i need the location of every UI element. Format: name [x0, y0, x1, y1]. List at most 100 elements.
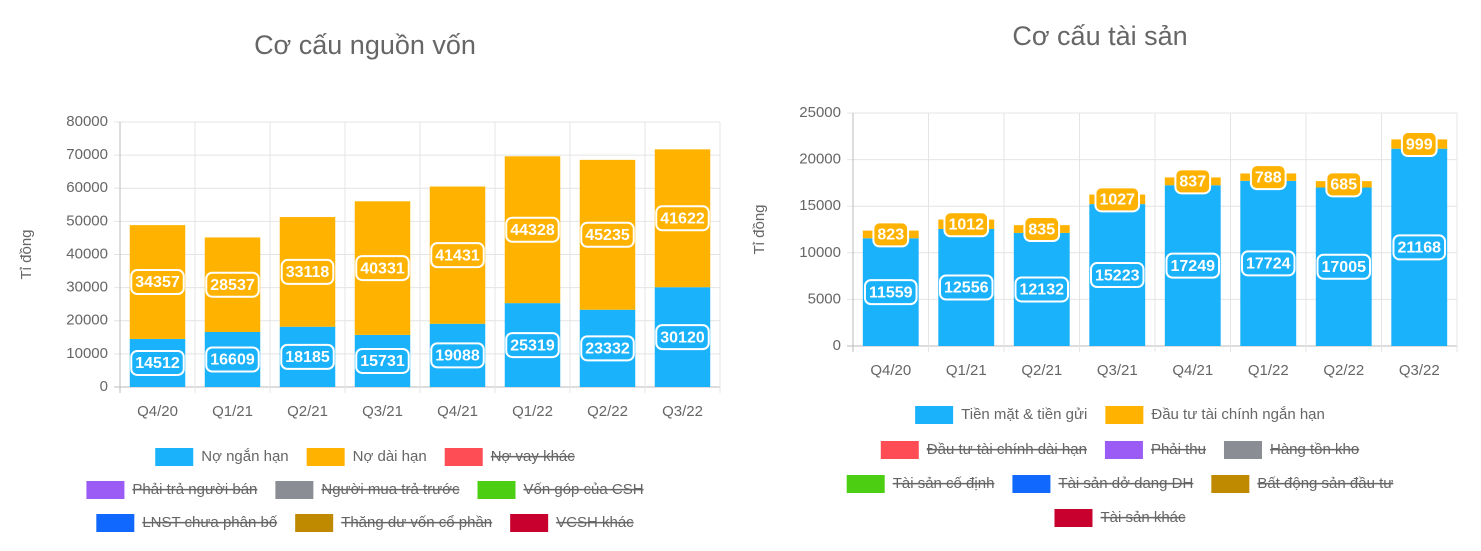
data-label-bg — [130, 349, 185, 376]
data-label-bg — [205, 271, 260, 298]
legend-label[interactable]: LNST chưa phân bố — [142, 514, 278, 531]
legend-swatch — [1054, 509, 1093, 527]
legend-label[interactable]: Thăng dư vốn cổ phần — [341, 514, 492, 531]
legend-swatch — [1104, 441, 1143, 459]
legend-label[interactable]: Phải trả người bán — [132, 481, 257, 498]
legend-swatch — [1211, 475, 1250, 493]
legend-row: Tài sản khác — [1054, 509, 1186, 527]
legend-label[interactable]: Người mua trả trước — [321, 481, 460, 498]
legend-swatch — [1012, 475, 1051, 493]
legend-row: Đầu tư tài chính dài hạn Phải thu Hàng tồn… — [880, 441, 1359, 459]
data-label-bg — [580, 221, 635, 248]
data-label-bg — [505, 216, 560, 243]
legend-label[interactable]: VCSH khác — [556, 514, 634, 531]
y-tick-label: 80000 — [66, 113, 108, 130]
legend-swatch — [275, 481, 314, 499]
data-label-bg — [1090, 262, 1145, 289]
legend-label[interactable]: Nợ vay khác — [491, 448, 576, 465]
data-label-bg — [939, 274, 994, 301]
legend-row: Phải trả người bán Người mua trả trước Vốn… — [86, 481, 644, 499]
legend-row: LNST chưa phân bố Thăng dư vốn cổ phần VCS… — [96, 514, 634, 532]
y-axis-label: Tỉ đồng — [18, 229, 35, 279]
data-label-bg — [1165, 252, 1220, 279]
data-label-bg — [1400, 131, 1438, 158]
data-label-bg — [580, 335, 635, 362]
legend-label[interactable]: Hàng tồn kho — [1270, 441, 1359, 458]
legend-label[interactable]: Tài sản khác — [1100, 509, 1186, 526]
x-tick-label: Q1/21 — [212, 403, 253, 420]
data-label-bg — [1249, 164, 1287, 191]
legend-label[interactable]: Nợ ngắn hạn — [201, 448, 288, 465]
chart-title: Cơ cấu nguồn vốn — [254, 30, 476, 60]
data-label-bg — [872, 221, 910, 248]
data-label-bg — [430, 242, 485, 269]
x-tick-label: Q3/21 — [362, 403, 403, 420]
data-label: 835 — [1028, 221, 1055, 238]
x-tick-label: Q4/21 — [437, 403, 478, 420]
data-label: 40331 — [360, 260, 405, 277]
data-label-bg — [943, 211, 990, 238]
legend-swatch — [96, 514, 135, 532]
data-label: 41431 — [435, 247, 480, 264]
legend-label[interactable]: Đầu tư tài chính dài hạn — [927, 441, 1087, 458]
data-label: 30120 — [660, 329, 705, 346]
data-label: 999 — [1406, 136, 1433, 153]
data-label-bg — [863, 279, 918, 306]
legend-label[interactable]: Nợ dài hạn — [353, 448, 427, 465]
x-tick-label: Q1/22 — [1248, 362, 1289, 379]
data-label-bg — [430, 342, 485, 369]
legend-label[interactable]: Tài sản dở dang DH — [1058, 475, 1193, 492]
chart-title: Cơ cấu tài sản — [1012, 21, 1187, 51]
x-tick-label: Q3/22 — [1399, 362, 1440, 379]
data-label: 25319 — [510, 337, 555, 354]
legend-row: Tiền mặt & tiền gửi Đầu tư tài chính ngắn… — [915, 406, 1325, 424]
data-label: 685 — [1330, 177, 1357, 194]
y-tick-label: 70000 — [66, 146, 108, 163]
legend-label[interactable]: Tiền mặt & tiền gửi — [961, 406, 1087, 423]
legend-swatch — [155, 448, 194, 466]
data-label-bg — [1094, 186, 1141, 213]
x-tick-label: Q4/20 — [870, 362, 911, 379]
y-tick-label: 0 — [833, 337, 841, 354]
data-label-bg — [505, 332, 560, 359]
legend-swatch — [477, 481, 516, 499]
data-label: 17724 — [1246, 256, 1291, 273]
data-label: 11559 — [869, 284, 913, 301]
data-label-bg — [130, 269, 185, 296]
y-tick-label: 30000 — [66, 279, 108, 296]
legend-label[interactable]: Đầu tư tài chính ngắn hạn — [1151, 406, 1325, 423]
data-label-bg — [205, 346, 260, 373]
legend-label[interactable]: Tài sản cố định — [893, 475, 995, 492]
data-label: 23332 — [585, 341, 630, 358]
data-label: 15223 — [1095, 267, 1140, 284]
data-label-bg — [655, 205, 710, 232]
legend-swatch — [846, 475, 885, 493]
data-label: 45235 — [585, 227, 630, 244]
y-tick-label: 60000 — [66, 179, 108, 196]
y-tick-label: 50000 — [66, 212, 108, 229]
data-label: 44328 — [510, 222, 555, 239]
data-label-bg — [280, 258, 335, 285]
data-label: 837 — [1179, 174, 1206, 191]
y-tick-label: 5000 — [808, 290, 841, 307]
data-label: 33118 — [286, 264, 330, 281]
y-axis-label: Tỉ đồng — [751, 204, 768, 254]
legend-row: Nợ ngắn hạn Nợ dài hạn Nợ vay khác — [155, 448, 575, 466]
data-label-bg — [1174, 168, 1212, 195]
data-label: 823 — [877, 227, 904, 244]
legend-label[interactable]: Phải thu — [1151, 441, 1206, 458]
y-tick-label: 20000 — [799, 151, 841, 168]
data-label: 17005 — [1322, 259, 1367, 276]
x-tick-label: Q4/21 — [1172, 362, 1213, 379]
legend-swatch — [444, 448, 483, 466]
data-label: 34357 — [135, 274, 180, 291]
legend-swatch — [1223, 441, 1262, 459]
legend-label[interactable]: Vốn góp của CSH — [524, 481, 644, 498]
x-tick-label: Q1/21 — [946, 362, 987, 379]
y-tick-label: 40000 — [66, 245, 108, 262]
legend-swatch — [306, 448, 345, 466]
data-label: 16609 — [210, 352, 255, 369]
y-tick-label: 20000 — [66, 312, 108, 329]
legend-label[interactable]: Bất động sản đầu tư — [1257, 475, 1393, 492]
